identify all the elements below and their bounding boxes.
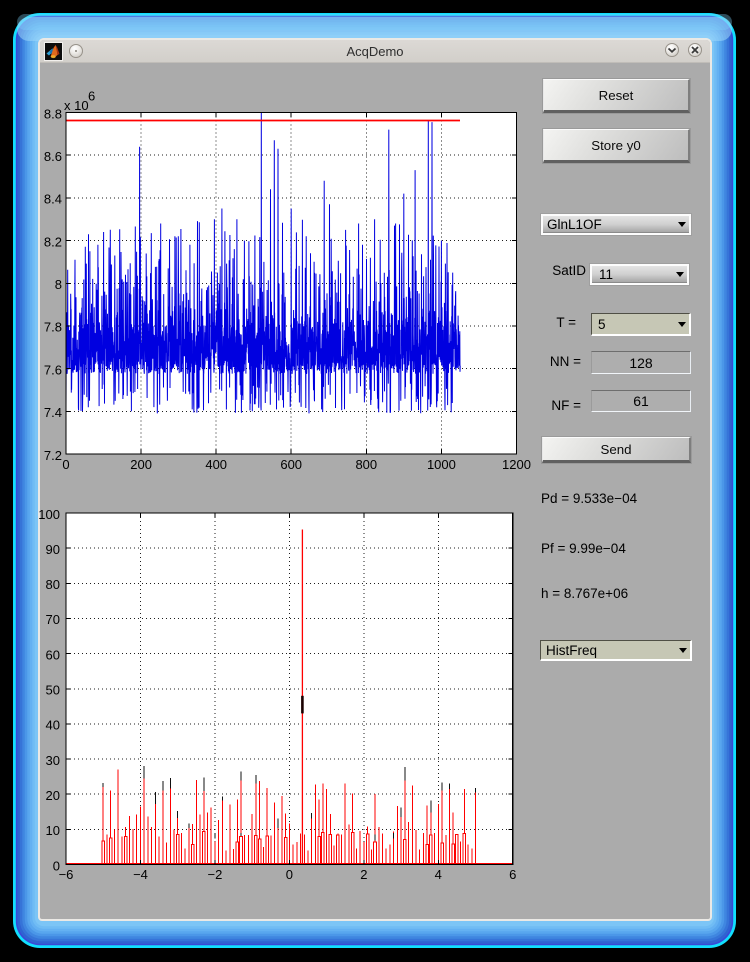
svg-text:90: 90 (46, 542, 60, 557)
svg-text:80: 80 (46, 577, 60, 592)
svg-text:0: 0 (286, 867, 293, 882)
svg-text:10: 10 (46, 823, 60, 838)
svg-text:8.6: 8.6 (44, 149, 62, 164)
svg-text:600: 600 (280, 457, 302, 472)
svg-text:8.4: 8.4 (44, 192, 62, 207)
svg-text:6: 6 (88, 89, 95, 104)
svg-text:−2: −2 (207, 867, 222, 882)
svg-text:7.4: 7.4 (44, 405, 62, 420)
svg-text:800: 800 (355, 457, 377, 472)
svg-text:7.2: 7.2 (44, 448, 62, 463)
svg-text:8.8: 8.8 (44, 106, 62, 121)
svg-text:x 10: x 10 (64, 98, 89, 113)
svg-text:30: 30 (46, 753, 60, 768)
svg-text:400: 400 (205, 457, 227, 472)
svg-text:60: 60 (46, 647, 60, 662)
svg-text:70: 70 (46, 612, 60, 627)
svg-text:100: 100 (38, 507, 60, 522)
svg-text:50: 50 (46, 683, 60, 698)
svg-text:1200: 1200 (502, 457, 531, 472)
svg-text:−6: −6 (59, 867, 74, 882)
svg-text:8: 8 (55, 277, 62, 292)
svg-text:6: 6 (509, 867, 516, 882)
svg-text:−4: −4 (133, 867, 148, 882)
svg-text:1000: 1000 (427, 457, 456, 472)
svg-text:0: 0 (62, 457, 69, 472)
svg-text:7.8: 7.8 (44, 320, 62, 335)
svg-text:8.2: 8.2 (44, 234, 62, 249)
svg-text:20: 20 (46, 788, 60, 803)
svg-text:40: 40 (46, 718, 60, 733)
svg-text:4: 4 (435, 867, 442, 882)
svg-text:7.6: 7.6 (44, 362, 62, 377)
svg-text:2: 2 (360, 867, 367, 882)
svg-text:0: 0 (53, 858, 60, 873)
svg-text:200: 200 (130, 457, 152, 472)
